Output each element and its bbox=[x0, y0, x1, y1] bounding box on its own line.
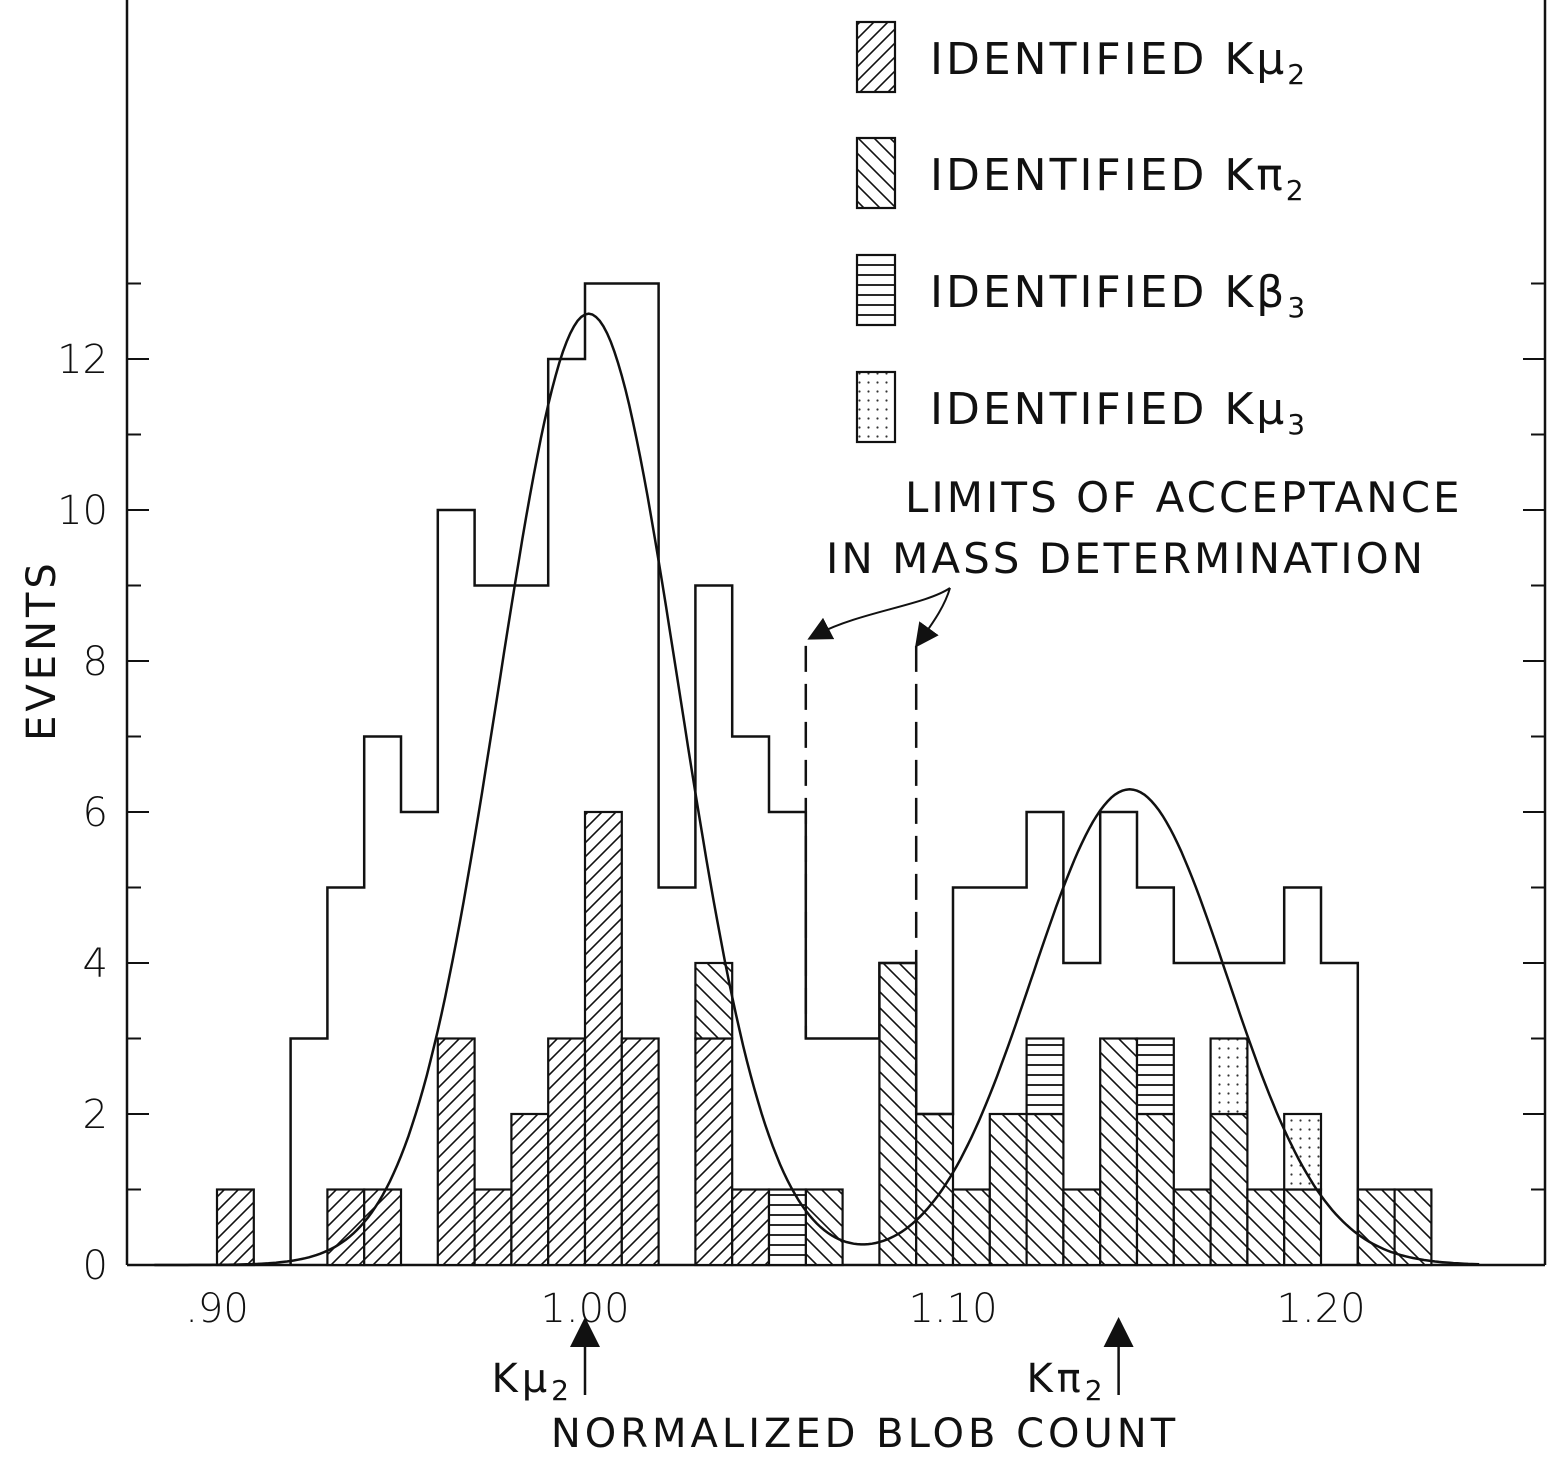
bar-diag-down bbox=[1246, 1188, 1286, 1267]
legend: IDENTIFIED Kμ2 IDENTIFIED Kπ2 IDENTIFIED K… bbox=[855, 20, 1308, 444]
bar-diag-up bbox=[731, 1188, 771, 1267]
bar-diag-down bbox=[694, 961, 734, 1040]
y-tick-label: 4 bbox=[83, 941, 108, 987]
y-tick-label: 10 bbox=[57, 488, 108, 534]
y-tick-label: 6 bbox=[83, 790, 108, 836]
bar-diag-up bbox=[215, 1188, 255, 1267]
limits-annotation-line1: LIMITS OF ACCEPTANCE bbox=[905, 473, 1463, 522]
bar-diag-down bbox=[804, 1188, 844, 1267]
identified-bars bbox=[215, 810, 1433, 1267]
y-axis-title: EVENTS bbox=[19, 559, 65, 741]
bar-diag-down bbox=[1356, 1188, 1396, 1267]
bar-diag-down bbox=[988, 1112, 1028, 1267]
legend-label: IDENTIFIED Kμ2 bbox=[930, 34, 1308, 91]
limits-arrow-left bbox=[807, 587, 951, 640]
bar-diag-down bbox=[1393, 1188, 1433, 1267]
bar-diag-up bbox=[473, 1188, 513, 1267]
y-tick-label: 0 bbox=[83, 1243, 108, 1289]
bar-diag-down bbox=[915, 1112, 955, 1267]
legend-label: IDENTIFIED Kβ3 bbox=[930, 267, 1308, 324]
bar-diag-down bbox=[1283, 1188, 1323, 1267]
bar-diag-down bbox=[1099, 1037, 1139, 1267]
legend-swatch-horizontal bbox=[855, 253, 897, 327]
fit-curve bbox=[154, 312, 1480, 1267]
x-tick-label: .90 bbox=[185, 1286, 249, 1332]
bar-diag-down bbox=[1172, 1188, 1212, 1267]
bar-diag-down bbox=[1062, 1188, 1102, 1267]
bar-diag-down bbox=[878, 961, 918, 1267]
bar-diag-down bbox=[1025, 1112, 1065, 1267]
legend-label: IDENTIFIED Kμ3 bbox=[930, 384, 1308, 441]
x-tick-label: 1.20 bbox=[1276, 1286, 1365, 1332]
x-tick-label: 1.00 bbox=[540, 1286, 629, 1332]
kpi2-marker: Kπ2 bbox=[1026, 1317, 1134, 1407]
y-tick-label: 12 bbox=[57, 337, 108, 383]
limits-annotation-line2: IN MASS DETERMINATION bbox=[826, 534, 1426, 583]
bar-diag-up bbox=[694, 1037, 734, 1267]
bar-diag-up bbox=[436, 1037, 476, 1267]
bar-diag-down bbox=[951, 1188, 991, 1267]
bar-diag-up bbox=[620, 1037, 660, 1267]
bar-dotted bbox=[1283, 1112, 1323, 1191]
bar-diag-up bbox=[510, 1112, 550, 1267]
legend-swatch-diag-down bbox=[855, 136, 897, 210]
bar-diag-down bbox=[1209, 1112, 1249, 1267]
limits-arrow-right bbox=[914, 587, 951, 648]
y-tick-label: 2 bbox=[83, 1092, 108, 1138]
x-axis-title: NORMALIZED BLOB COUNT bbox=[551, 1411, 1179, 1457]
bar-diag-up bbox=[547, 1037, 587, 1267]
legend-label: IDENTIFIED Kπ2 bbox=[930, 150, 1307, 207]
x-tick-label: 1.10 bbox=[908, 1286, 997, 1332]
ticks-layer: 0 2 4 6 8 10 12 .90 1.00 1.10 1.20 bbox=[57, 282, 1545, 1332]
bar-horizontal bbox=[1025, 1037, 1065, 1116]
y-tick-label: 8 bbox=[83, 639, 108, 685]
bar-diag-down bbox=[1135, 1112, 1175, 1267]
bar-diag-up bbox=[583, 810, 623, 1267]
legend-swatch-diag-up bbox=[855, 20, 897, 94]
kmu2-marker-label: Kμ2 bbox=[491, 1356, 573, 1407]
legend-swatch-dotted bbox=[855, 370, 897, 444]
bar-diag-up bbox=[363, 1188, 403, 1267]
bar-dotted bbox=[1209, 1037, 1249, 1116]
kpi2-marker-label: Kπ2 bbox=[1026, 1356, 1106, 1407]
bar-horizontal bbox=[1135, 1037, 1175, 1116]
kmu2-marker: Kμ2 bbox=[491, 1317, 600, 1407]
